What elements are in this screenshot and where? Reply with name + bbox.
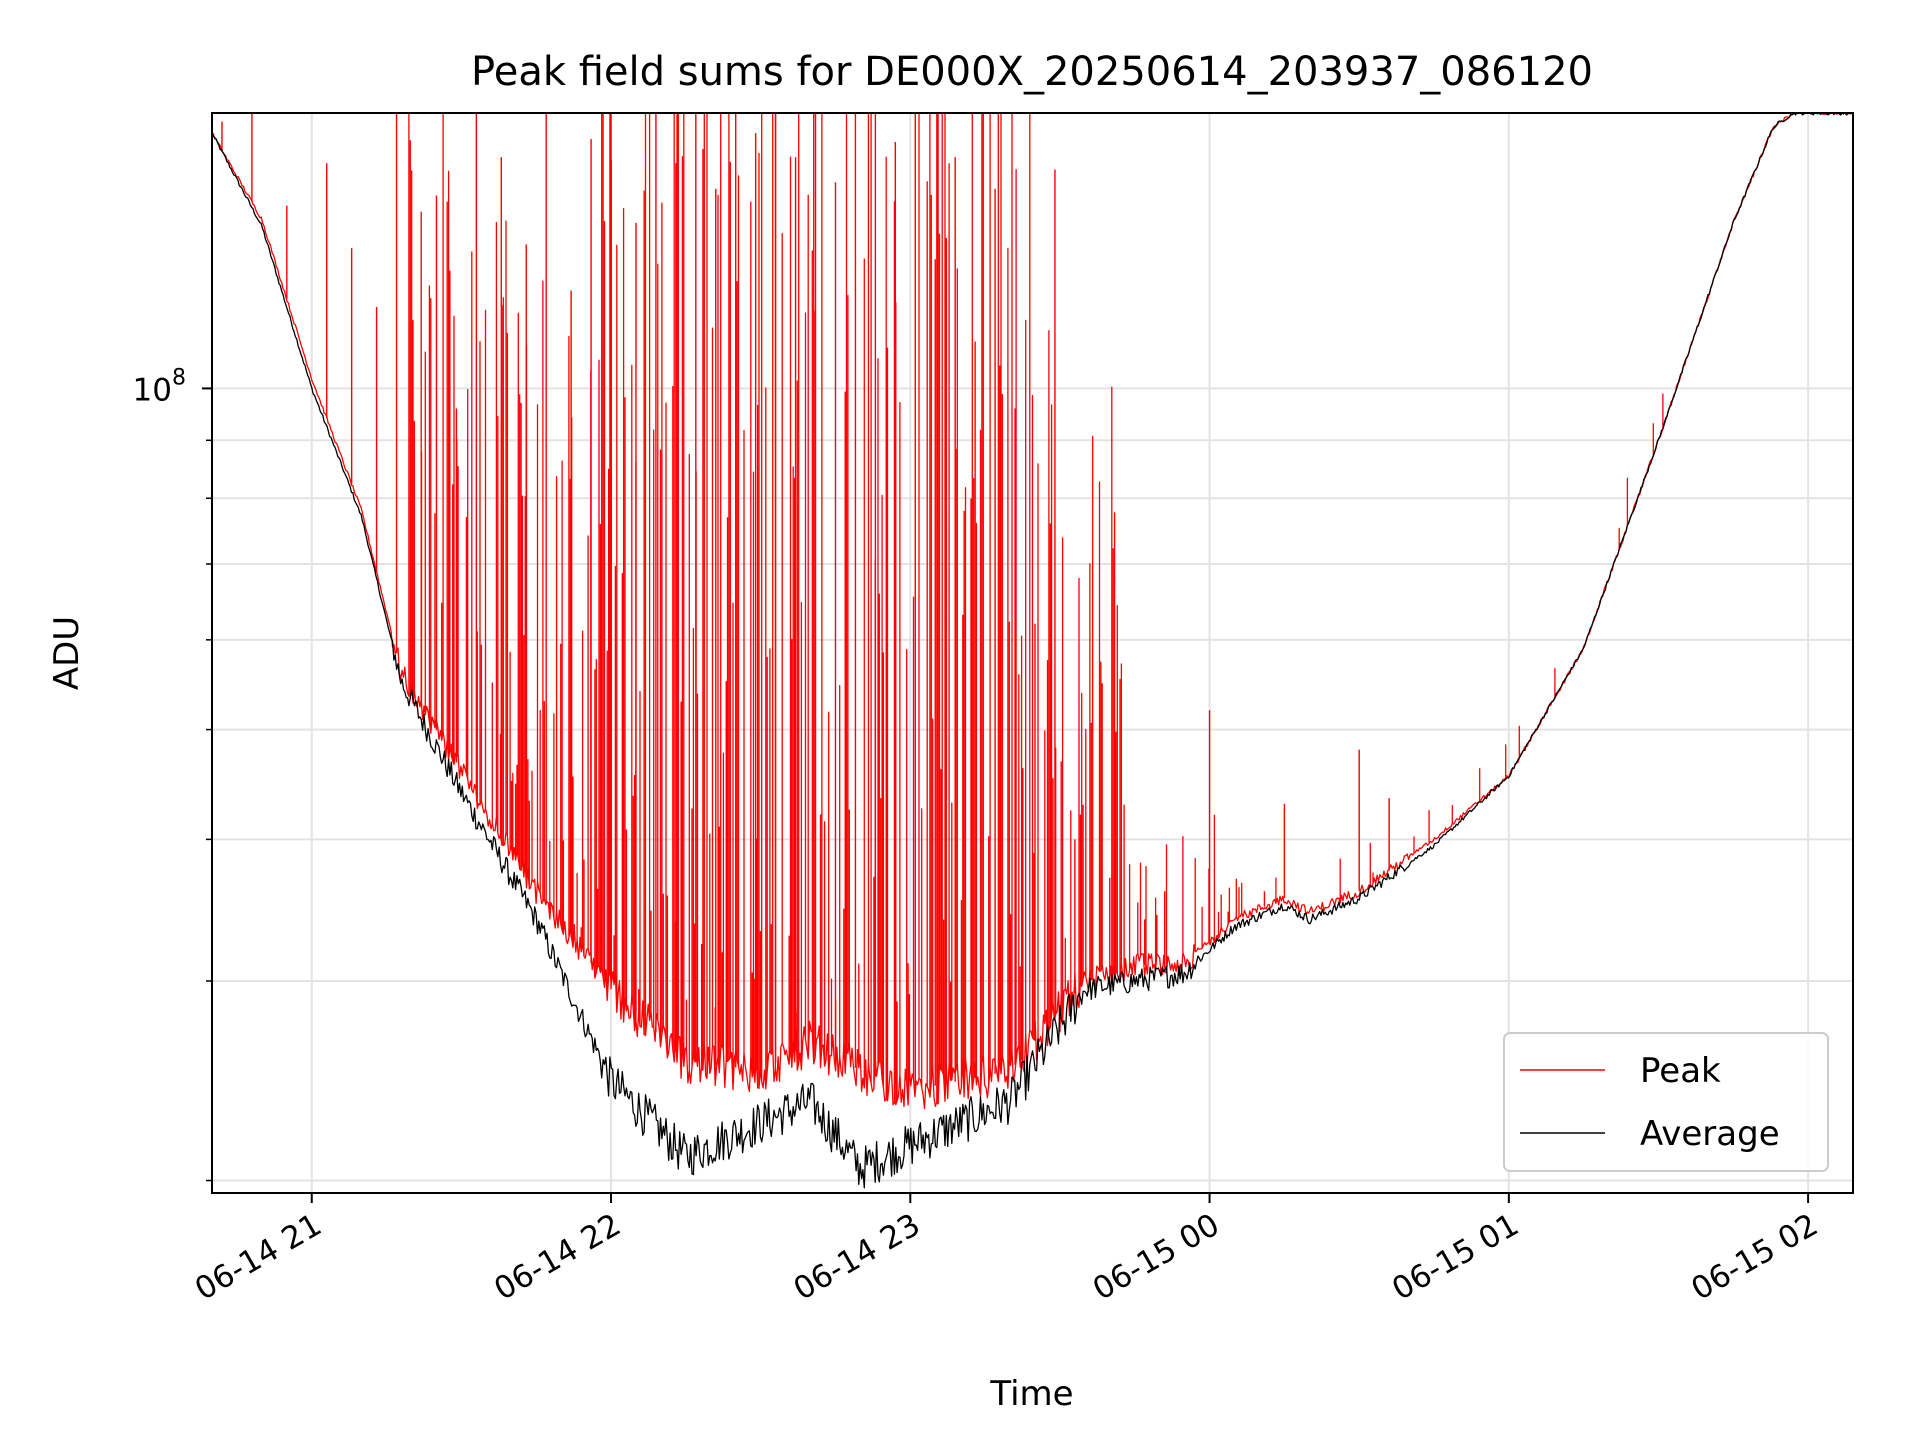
y-axis-label: ADU bbox=[47, 616, 87, 690]
plot-frame bbox=[211, 112, 1854, 1194]
legend-box bbox=[1503, 1032, 1829, 1172]
plot-area bbox=[212, 113, 1853, 1189]
chart-title: Peak field sums for DE000X_20250614_2039… bbox=[471, 49, 1593, 95]
legend-label-peak: Peak bbox=[1640, 1051, 1721, 1091]
legend: Peak Average bbox=[1503, 1032, 1829, 1172]
y-tick-label: 108 bbox=[133, 365, 186, 408]
series-line-average bbox=[212, 113, 1853, 1189]
x-axis-label: Time bbox=[989, 1374, 1073, 1414]
series-layer bbox=[212, 113, 1853, 1189]
y-axis-ticks: 108 bbox=[133, 365, 212, 1182]
legend-label-average: Average bbox=[1640, 1114, 1780, 1154]
series-line-peak bbox=[212, 113, 1853, 1110]
